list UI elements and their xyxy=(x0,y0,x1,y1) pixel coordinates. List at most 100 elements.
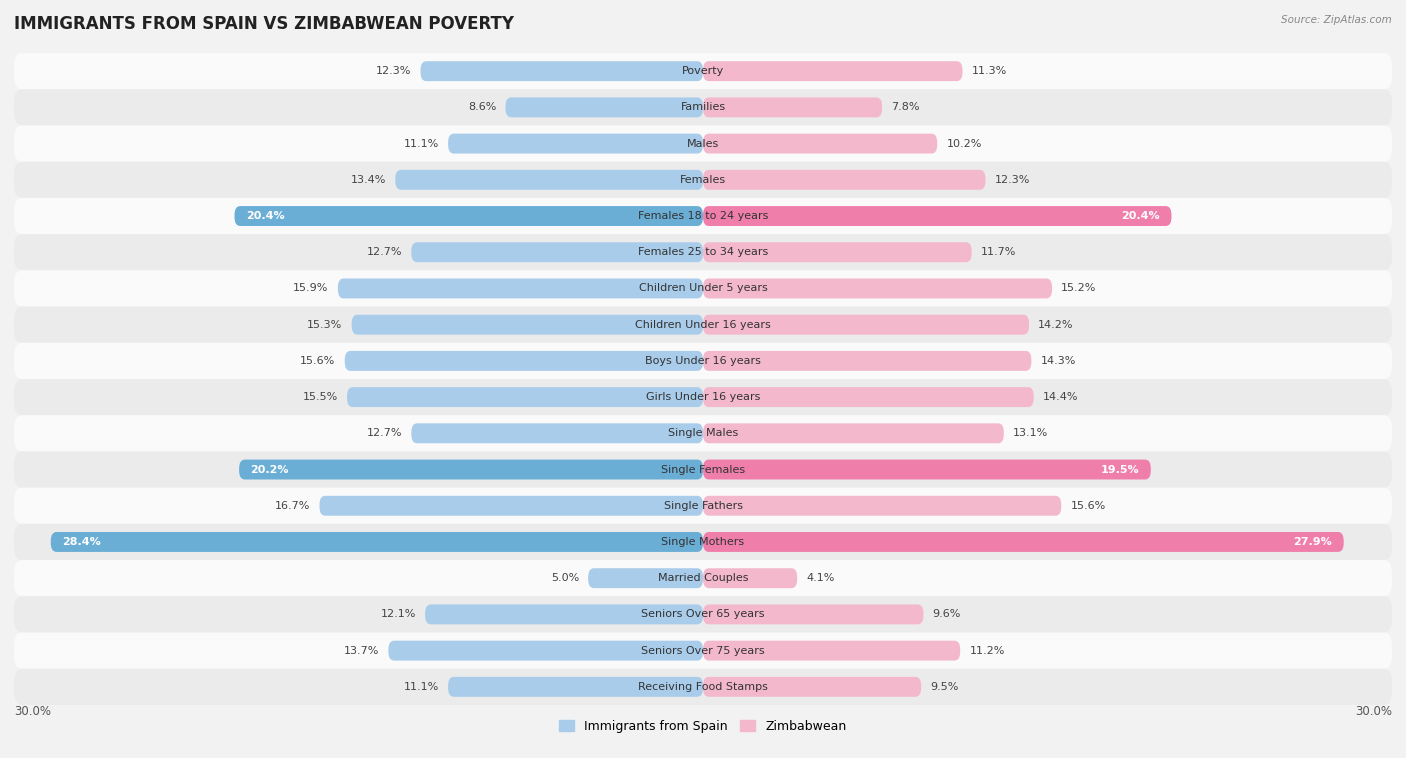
Text: Single Mothers: Single Mothers xyxy=(661,537,745,547)
FancyBboxPatch shape xyxy=(347,387,703,407)
Text: Children Under 16 years: Children Under 16 years xyxy=(636,320,770,330)
Text: Single Males: Single Males xyxy=(668,428,738,438)
Text: Married Couples: Married Couples xyxy=(658,573,748,583)
FancyBboxPatch shape xyxy=(703,278,1052,299)
Text: 15.9%: 15.9% xyxy=(294,283,329,293)
Text: 30.0%: 30.0% xyxy=(1355,705,1392,718)
FancyBboxPatch shape xyxy=(14,560,1392,597)
FancyBboxPatch shape xyxy=(703,677,921,697)
Text: 19.5%: 19.5% xyxy=(1101,465,1139,475)
FancyBboxPatch shape xyxy=(14,198,1392,234)
Text: 11.7%: 11.7% xyxy=(981,247,1017,257)
FancyBboxPatch shape xyxy=(337,278,703,299)
FancyBboxPatch shape xyxy=(703,568,797,588)
FancyBboxPatch shape xyxy=(412,424,703,443)
FancyBboxPatch shape xyxy=(235,206,703,226)
Text: 11.3%: 11.3% xyxy=(972,66,1007,76)
FancyBboxPatch shape xyxy=(14,415,1392,452)
Text: Source: ZipAtlas.com: Source: ZipAtlas.com xyxy=(1281,15,1392,25)
Text: 15.6%: 15.6% xyxy=(1070,501,1105,511)
Text: Girls Under 16 years: Girls Under 16 years xyxy=(645,392,761,402)
FancyBboxPatch shape xyxy=(703,170,986,190)
FancyBboxPatch shape xyxy=(703,351,1032,371)
Text: Single Females: Single Females xyxy=(661,465,745,475)
Text: IMMIGRANTS FROM SPAIN VS ZIMBABWEAN POVERTY: IMMIGRANTS FROM SPAIN VS ZIMBABWEAN POVE… xyxy=(14,15,515,33)
FancyBboxPatch shape xyxy=(703,641,960,660)
FancyBboxPatch shape xyxy=(703,387,1033,407)
FancyBboxPatch shape xyxy=(420,61,703,81)
Text: Seniors Over 75 years: Seniors Over 75 years xyxy=(641,646,765,656)
FancyBboxPatch shape xyxy=(14,271,1392,306)
FancyBboxPatch shape xyxy=(703,133,938,154)
Text: 13.1%: 13.1% xyxy=(1012,428,1049,438)
Text: 11.2%: 11.2% xyxy=(969,646,1005,656)
FancyBboxPatch shape xyxy=(14,379,1392,415)
Text: 12.1%: 12.1% xyxy=(381,609,416,619)
Text: 28.4%: 28.4% xyxy=(62,537,101,547)
FancyBboxPatch shape xyxy=(14,126,1392,161)
Text: 14.4%: 14.4% xyxy=(1043,392,1078,402)
FancyBboxPatch shape xyxy=(14,597,1392,632)
Text: Females 25 to 34 years: Females 25 to 34 years xyxy=(638,247,768,257)
Text: 16.7%: 16.7% xyxy=(276,501,311,511)
FancyBboxPatch shape xyxy=(425,604,703,625)
Text: 12.3%: 12.3% xyxy=(375,66,412,76)
FancyBboxPatch shape xyxy=(239,459,703,480)
FancyBboxPatch shape xyxy=(449,133,703,154)
FancyBboxPatch shape xyxy=(703,496,1062,515)
Text: 10.2%: 10.2% xyxy=(946,139,981,149)
Text: Families: Families xyxy=(681,102,725,112)
Text: Single Fathers: Single Fathers xyxy=(664,501,742,511)
Text: 5.0%: 5.0% xyxy=(551,573,579,583)
FancyBboxPatch shape xyxy=(395,170,703,190)
FancyBboxPatch shape xyxy=(352,315,703,334)
Text: Seniors Over 65 years: Seniors Over 65 years xyxy=(641,609,765,619)
Text: 7.8%: 7.8% xyxy=(891,102,920,112)
Text: 13.7%: 13.7% xyxy=(344,646,380,656)
Text: Females 18 to 24 years: Females 18 to 24 years xyxy=(638,211,768,221)
Text: 15.3%: 15.3% xyxy=(307,320,343,330)
FancyBboxPatch shape xyxy=(14,669,1392,705)
FancyBboxPatch shape xyxy=(14,343,1392,379)
FancyBboxPatch shape xyxy=(14,306,1392,343)
Text: Receiving Food Stamps: Receiving Food Stamps xyxy=(638,682,768,692)
Text: 20.4%: 20.4% xyxy=(1122,211,1160,221)
FancyBboxPatch shape xyxy=(344,351,703,371)
FancyBboxPatch shape xyxy=(703,61,963,81)
Text: 8.6%: 8.6% xyxy=(468,102,496,112)
Text: 15.6%: 15.6% xyxy=(301,356,336,366)
FancyBboxPatch shape xyxy=(14,487,1392,524)
FancyBboxPatch shape xyxy=(51,532,703,552)
Text: 11.1%: 11.1% xyxy=(404,139,439,149)
FancyBboxPatch shape xyxy=(14,524,1392,560)
FancyBboxPatch shape xyxy=(14,632,1392,669)
Text: 11.1%: 11.1% xyxy=(404,682,439,692)
Text: 27.9%: 27.9% xyxy=(1294,537,1333,547)
Text: 14.3%: 14.3% xyxy=(1040,356,1076,366)
FancyBboxPatch shape xyxy=(703,315,1029,334)
FancyBboxPatch shape xyxy=(703,532,1344,552)
FancyBboxPatch shape xyxy=(703,459,1152,480)
FancyBboxPatch shape xyxy=(14,452,1392,487)
Text: 15.5%: 15.5% xyxy=(302,392,337,402)
Text: 12.7%: 12.7% xyxy=(367,428,402,438)
FancyBboxPatch shape xyxy=(412,243,703,262)
FancyBboxPatch shape xyxy=(14,89,1392,126)
FancyBboxPatch shape xyxy=(319,496,703,515)
Legend: Immigrants from Spain, Zimbabwean: Immigrants from Spain, Zimbabwean xyxy=(554,715,852,738)
Text: 30.0%: 30.0% xyxy=(14,705,51,718)
FancyBboxPatch shape xyxy=(449,677,703,697)
Text: Females: Females xyxy=(681,175,725,185)
FancyBboxPatch shape xyxy=(588,568,703,588)
Text: 20.2%: 20.2% xyxy=(250,465,290,475)
FancyBboxPatch shape xyxy=(703,206,1171,226)
FancyBboxPatch shape xyxy=(703,604,924,625)
Text: Boys Under 16 years: Boys Under 16 years xyxy=(645,356,761,366)
FancyBboxPatch shape xyxy=(388,641,703,660)
FancyBboxPatch shape xyxy=(703,243,972,262)
Text: 20.4%: 20.4% xyxy=(246,211,284,221)
Text: 14.2%: 14.2% xyxy=(1038,320,1074,330)
Text: Children Under 5 years: Children Under 5 years xyxy=(638,283,768,293)
Text: 4.1%: 4.1% xyxy=(807,573,835,583)
Text: 15.2%: 15.2% xyxy=(1062,283,1097,293)
